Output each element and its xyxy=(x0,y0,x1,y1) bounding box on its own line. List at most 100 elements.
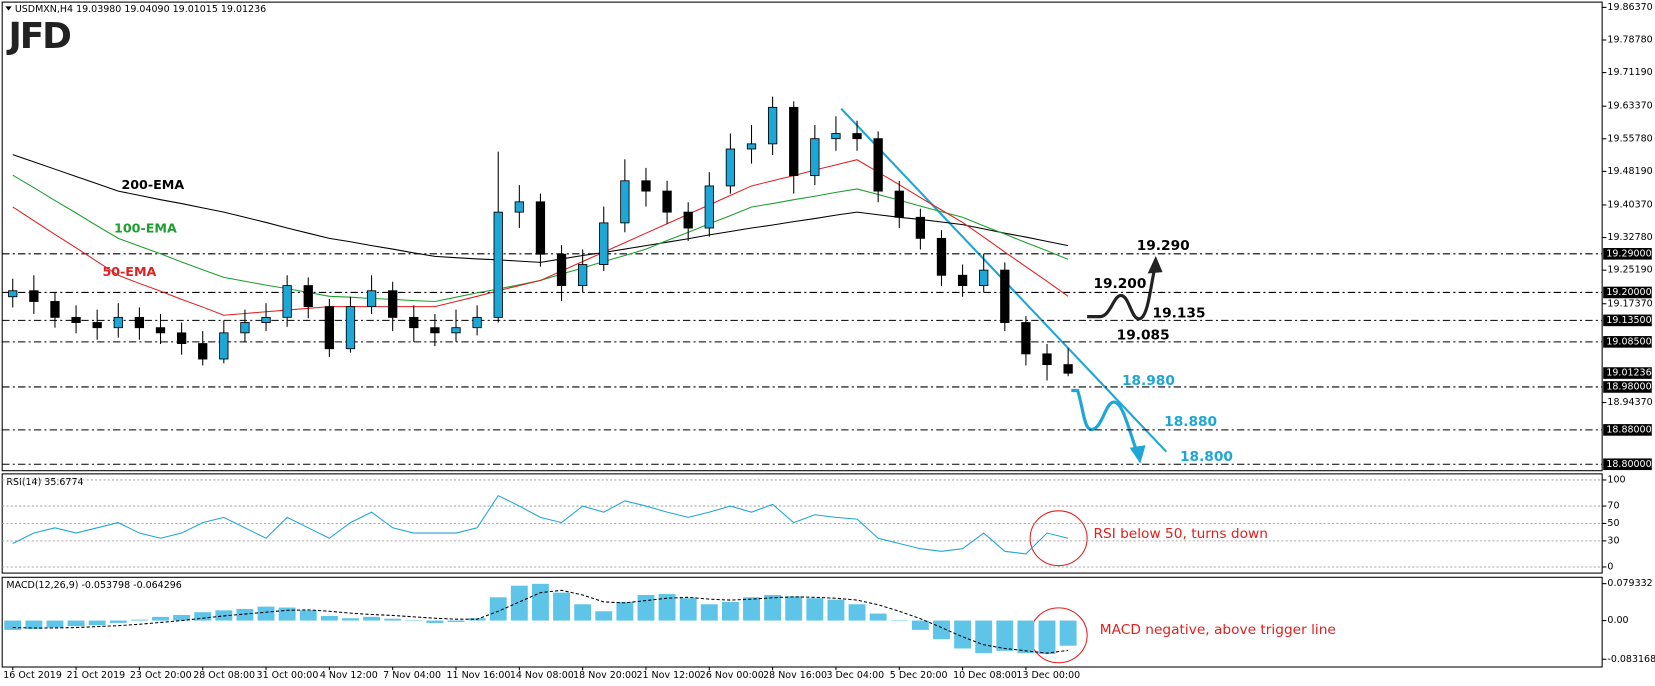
rsi-title: RSI(14) 35.6774 xyxy=(6,477,83,488)
candle-body xyxy=(873,138,883,192)
macd-bar xyxy=(46,620,64,628)
candle-body xyxy=(514,201,524,213)
macd-bar xyxy=(911,620,929,630)
x-tick-label: 14 Nov 08:00 xyxy=(510,670,574,681)
candle-body xyxy=(831,133,841,140)
macd-bar xyxy=(405,620,423,622)
level-label: 18.98000 xyxy=(1606,381,1651,392)
x-tick-label: 5 Dec 20:00 xyxy=(890,670,948,681)
macd-bar xyxy=(1059,620,1077,646)
scenario-down-arrow xyxy=(1129,445,1146,464)
rsi-annotation: RSI below 50, turns down xyxy=(1093,526,1267,542)
x-tick-label: 26 Nov 00:00 xyxy=(700,670,764,681)
signal-line xyxy=(12,589,1069,654)
current-price-box xyxy=(1603,367,1652,379)
scenario-up xyxy=(1087,263,1158,321)
candle-body xyxy=(852,133,862,140)
level-annotation: 18.980 xyxy=(1122,373,1175,389)
macd-bar xyxy=(700,604,718,621)
level-label: 18.88000 xyxy=(1606,424,1651,435)
level-label: 19.20000 xyxy=(1606,287,1651,298)
y-tick-label: 30 xyxy=(1607,535,1619,546)
y-tick-label: 19.78780 xyxy=(1607,34,1652,45)
ema-label: 100-EMA xyxy=(114,221,177,236)
level-box xyxy=(1603,314,1652,327)
macd-bar xyxy=(637,594,655,621)
rsi-line xyxy=(12,494,1069,555)
macd-bar xyxy=(510,585,528,621)
candle-body xyxy=(957,274,968,287)
y-tick-label: 0 xyxy=(1607,561,1613,572)
level-annotation: 19.135 xyxy=(1153,305,1206,321)
macd-bar xyxy=(827,599,845,621)
macd-bar xyxy=(954,620,972,649)
logo: JFD xyxy=(6,16,71,57)
macd-bar xyxy=(320,615,338,621)
macd-bar xyxy=(342,618,359,621)
macd-bar xyxy=(574,604,592,621)
candle-body xyxy=(92,322,102,329)
candle-body xyxy=(29,290,39,302)
level-box xyxy=(1603,424,1652,436)
candle-body xyxy=(240,322,250,334)
y-tick-label: 19.32780 xyxy=(1607,232,1652,243)
level-label: 18.80000 xyxy=(1606,459,1651,470)
x-tick-label: 11 Nov 16:00 xyxy=(447,670,511,681)
level-box xyxy=(1603,381,1652,393)
candle-body xyxy=(430,327,440,334)
level-annotation: 19.200 xyxy=(1093,276,1146,292)
x-tick-label: 3 Dec 04:00 xyxy=(826,670,884,681)
level-box xyxy=(1603,458,1652,471)
y-tick-label: 19.25190 xyxy=(1607,265,1652,276)
y-tick-label: 0.079332 xyxy=(1607,578,1652,589)
x-tick-label: 4 Nov 12:00 xyxy=(320,670,378,681)
macd-bar xyxy=(743,597,760,621)
candle-body xyxy=(409,316,419,329)
macd-bar xyxy=(67,620,85,627)
macd-bar xyxy=(447,620,465,622)
macd-bar xyxy=(975,620,993,654)
macd-bar xyxy=(721,601,739,621)
level-label: 19.13500 xyxy=(1606,315,1651,326)
level-annotation: 19.085 xyxy=(1117,328,1170,344)
ema-label: 50-EMA xyxy=(102,264,156,279)
candle-body xyxy=(261,316,271,323)
candle-body xyxy=(810,138,820,177)
y-tick-label: 70 xyxy=(1607,501,1619,512)
candle-body xyxy=(8,290,18,298)
macd-bar xyxy=(595,611,613,621)
candle-body xyxy=(641,180,651,192)
candle-body xyxy=(134,316,145,329)
candle-body xyxy=(282,285,292,318)
macd-bar xyxy=(848,604,866,621)
level-label: 19.29000 xyxy=(1606,248,1651,259)
macd-bar xyxy=(173,614,191,621)
x-tick-label: 21 Oct 2019 xyxy=(67,670,126,681)
y-tick-label: 19.55780 xyxy=(1607,133,1652,144)
candle-body xyxy=(50,301,60,318)
scenario-up-arrow xyxy=(1147,255,1163,274)
x-tick-label: 13 Dec 00:00 xyxy=(1016,670,1080,681)
macd-bar xyxy=(1038,620,1056,655)
candle-body xyxy=(1063,364,1073,374)
x-tick-label: 18 Nov 20:00 xyxy=(573,670,637,681)
y-tick-label: 0.00 xyxy=(1607,615,1628,626)
candle-body xyxy=(345,306,356,350)
macd-bar xyxy=(531,583,549,621)
level-annotation: 18.800 xyxy=(1180,449,1233,465)
candle-body xyxy=(725,148,736,187)
x-tick-label: 21 Nov 12:00 xyxy=(636,670,700,681)
y-tick-label: 19.71190 xyxy=(1607,67,1652,78)
candle-body xyxy=(451,327,461,334)
candle-body xyxy=(704,185,714,229)
rsi-circle xyxy=(1029,510,1088,567)
candle-body xyxy=(620,180,630,224)
candle-body xyxy=(915,216,926,239)
macd-title: MACD(12,26,9) -0.053798 -0.064296 xyxy=(6,580,181,591)
candle-body xyxy=(113,316,123,329)
candle-body xyxy=(1000,269,1010,323)
candle-body xyxy=(746,143,757,150)
candle-body xyxy=(303,285,313,308)
level-box xyxy=(1603,286,1652,299)
